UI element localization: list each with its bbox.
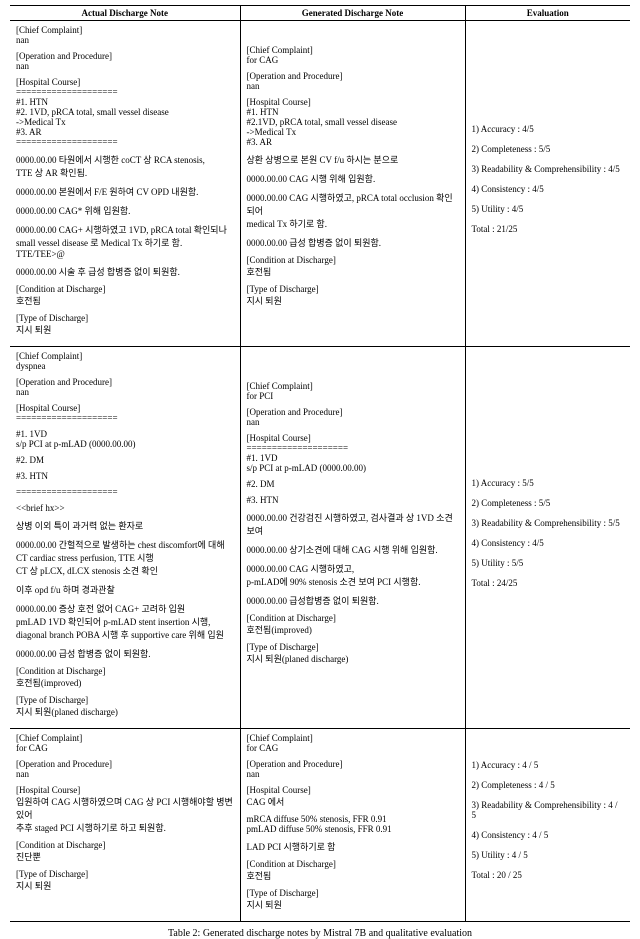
eval-readability: 3) Readability & Comprehensibility : 4/5 bbox=[472, 164, 625, 174]
table-caption: Table 2: Generated discharge notes by Mi… bbox=[0, 928, 640, 939]
actual-cell: [Chief Complaint]dyspnea [Operation and … bbox=[10, 347, 240, 729]
eval-cell: 1) Accuracy : 4/5 2) Completeness : 5/5 … bbox=[465, 21, 630, 347]
eval-accuracy: 1) Accuracy : 4/5 bbox=[472, 124, 625, 134]
header-evaluation: Evaluation bbox=[465, 6, 630, 21]
table-row: [Chief Complaint]nan [Operation and Proc… bbox=[10, 21, 630, 347]
comparison-table: Actual Discharge Note Generated Discharg… bbox=[10, 5, 630, 922]
table-row: [Chief Complaint]dyspnea [Operation and … bbox=[10, 347, 630, 729]
actual-cell: [Chief Complaint]for CAG [Operation and … bbox=[10, 729, 240, 922]
eval-cell: 1) Accuracy : 4 / 5 2) Completeness : 4 … bbox=[465, 729, 630, 922]
eval-completeness: 2) Completeness : 5/5 bbox=[472, 144, 625, 154]
generated-cell: [Chief Complaint]for PCI [Operation and … bbox=[240, 347, 465, 729]
header-generated: Generated Discharge Note bbox=[240, 6, 465, 21]
eval-utility: 5) Utility : 4/5 bbox=[472, 204, 625, 214]
header-actual: Actual Discharge Note bbox=[10, 6, 240, 21]
generated-cell: [Chief Complaint]for CAG [Operation and … bbox=[240, 729, 465, 922]
generated-cell: [Chief Complaint]for CAG [Operation and … bbox=[240, 21, 465, 347]
section-header: [Chief Complaint] bbox=[16, 25, 234, 35]
actual-cell: [Chief Complaint]nan [Operation and Proc… bbox=[10, 21, 240, 347]
eval-consistency: 4) Consistency : 4/5 bbox=[472, 184, 625, 194]
eval-cell: 1) Accuracy : 5/5 2) Completeness : 5/5 … bbox=[465, 347, 630, 729]
eval-total: Total : 21/25 bbox=[472, 224, 625, 234]
table-row: [Chief Complaint]for CAG [Operation and … bbox=[10, 729, 630, 922]
